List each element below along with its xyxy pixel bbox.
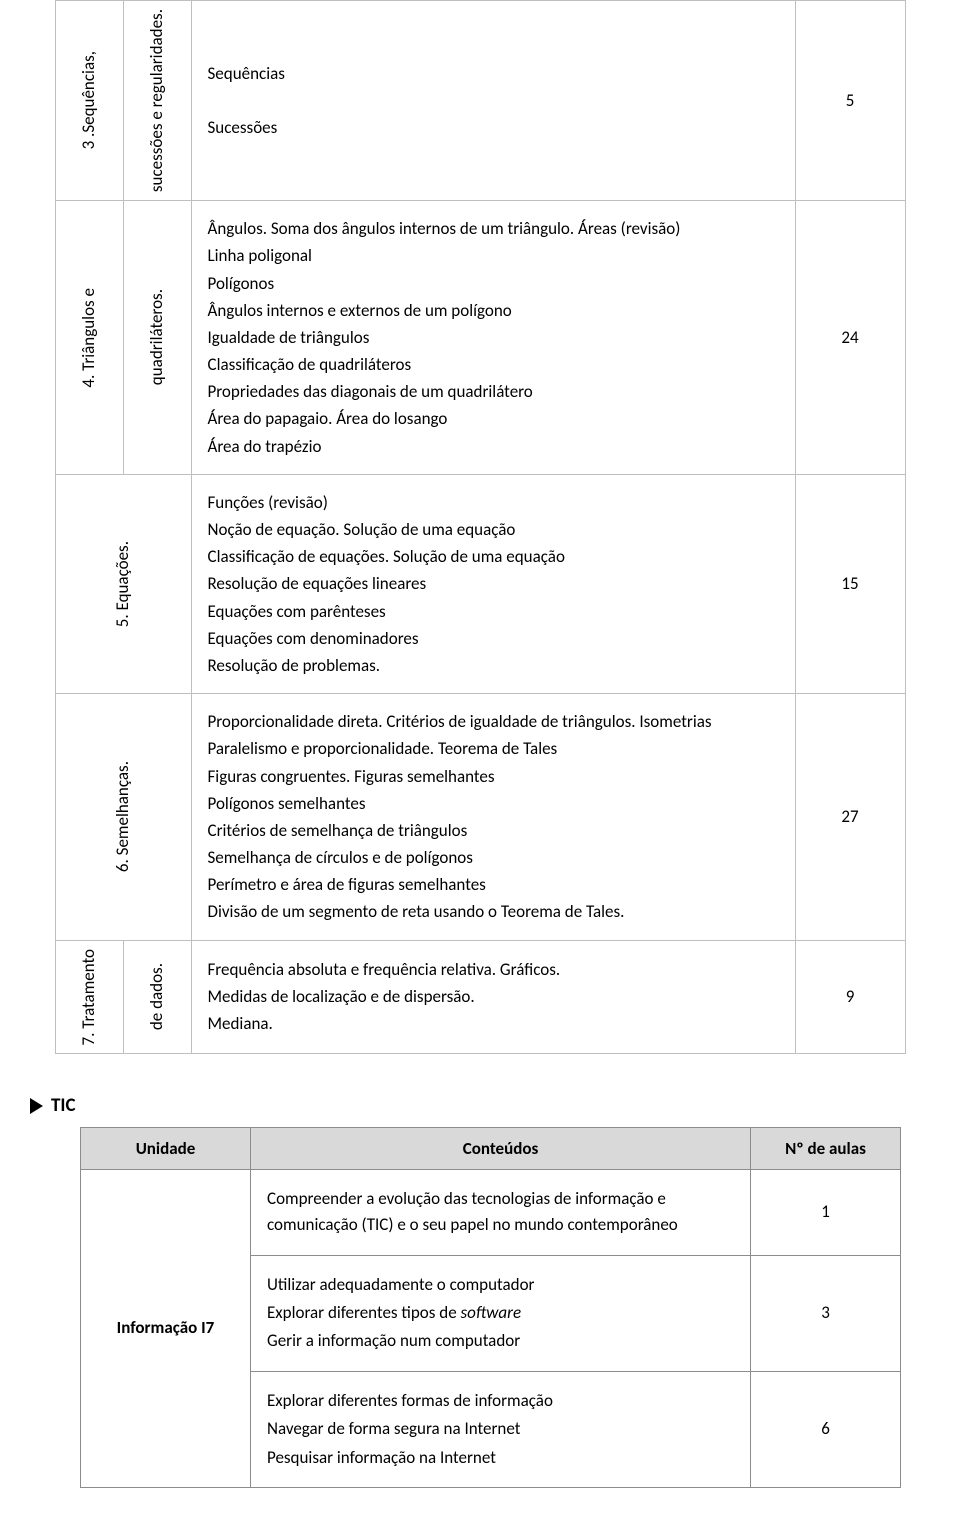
tic-table: Unidade Conteúdos Nº de aulas Informação… xyxy=(80,1127,901,1488)
content-cell: Utilizar adequadamente o computadorExplo… xyxy=(251,1255,751,1371)
row-count: 15 xyxy=(795,474,905,693)
content-cell: Compreender a evolução das tecnologias d… xyxy=(251,1170,751,1256)
row-content: Ângulos. Soma dos ângulos internos de um… xyxy=(191,201,795,475)
table-row: 3 .Sequências,sucessões e regularidades.… xyxy=(55,1,905,201)
curriculum-table-1: 3 .Sequências,sucessões e regularidades.… xyxy=(55,0,906,1054)
row-label-a: 7. Tratamento xyxy=(55,940,123,1053)
unit-cell: Informação I7 xyxy=(81,1170,251,1488)
row-count: 5 xyxy=(795,1,905,201)
count-cell: 6 xyxy=(751,1371,901,1487)
header-unit: Unidade xyxy=(81,1128,251,1170)
content-cell: Explorar diferentes formas de informação… xyxy=(251,1371,751,1487)
table-row: 7. Tratamentode dados.Frequência absolut… xyxy=(55,940,905,1053)
row-label-a: 4. Triângulos e xyxy=(55,201,123,475)
row-label-b: quadriláteros. xyxy=(123,201,191,475)
count-cell: 3 xyxy=(751,1255,901,1371)
row-content: Funções (revisão)Noção de equação. Soluç… xyxy=(191,474,795,693)
row-count: 9 xyxy=(795,940,905,1053)
header-content: Conteúdos xyxy=(251,1128,751,1170)
row-count: 24 xyxy=(795,201,905,475)
table-row: Informação I7Compreender a evolução das … xyxy=(81,1170,901,1256)
row-count: 27 xyxy=(795,694,905,941)
table-row: 6. Semelhanças.Proporcionalidade direta.… xyxy=(55,694,905,941)
header-count: Nº de aulas xyxy=(751,1128,901,1170)
row-label-b: 6. Semelhanças. xyxy=(55,694,191,941)
triangle-right-icon xyxy=(30,1098,43,1114)
section-heading-tic: TIC xyxy=(30,1094,940,1117)
table-row: 5. Equações.Funções (revisão)Noção de eq… xyxy=(55,474,905,693)
count-cell: 1 xyxy=(751,1170,901,1256)
row-content: SequênciasSucessões xyxy=(191,1,795,201)
row-content: Proporcionalidade direta. Critérios de i… xyxy=(191,694,795,941)
section-title: TIC xyxy=(51,1094,76,1117)
row-label-a: 3 .Sequências, xyxy=(55,1,123,201)
row-content: Frequência absoluta e frequência relativ… xyxy=(191,940,795,1053)
row-label-b: de dados. xyxy=(123,940,191,1053)
row-label-b: 5. Equações. xyxy=(55,474,191,693)
row-label-b: sucessões e regularidades. xyxy=(123,1,191,201)
table-row: 4. Triângulos equadriláteros.Ângulos. So… xyxy=(55,201,905,475)
table-header-row: Unidade Conteúdos Nº de aulas xyxy=(81,1128,901,1170)
